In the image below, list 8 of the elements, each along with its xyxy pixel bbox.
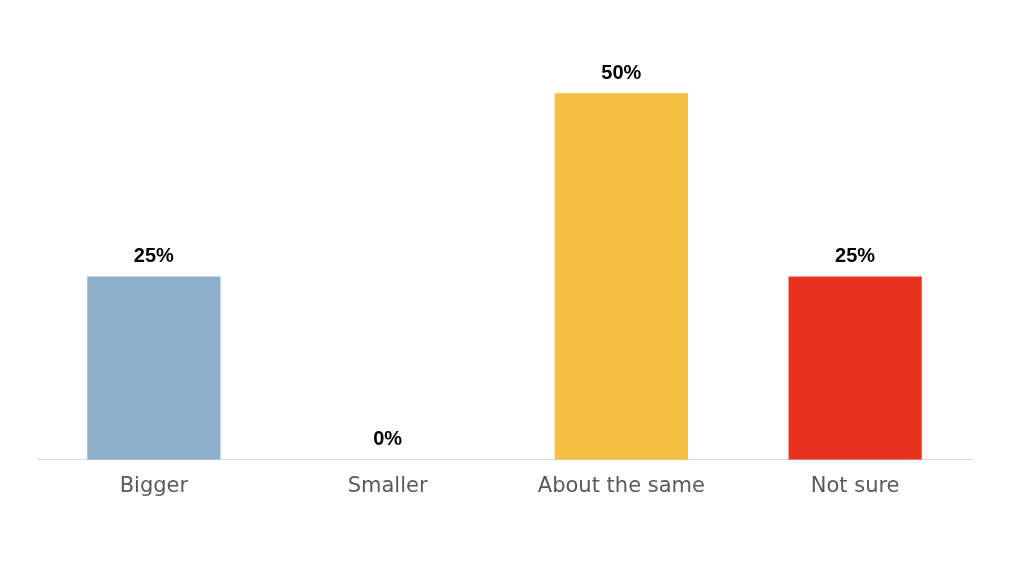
data-label: 50% xyxy=(601,60,642,83)
x-tick-label: About the same xyxy=(537,472,705,497)
data-label: 0% xyxy=(373,427,403,450)
x-tick-label: Not sure xyxy=(810,472,900,497)
x-tick-label: Bigger xyxy=(119,472,189,497)
data-label: 25% xyxy=(835,244,876,267)
data-label: 25% xyxy=(133,244,175,267)
x-tick-label: Smaller xyxy=(347,472,428,497)
